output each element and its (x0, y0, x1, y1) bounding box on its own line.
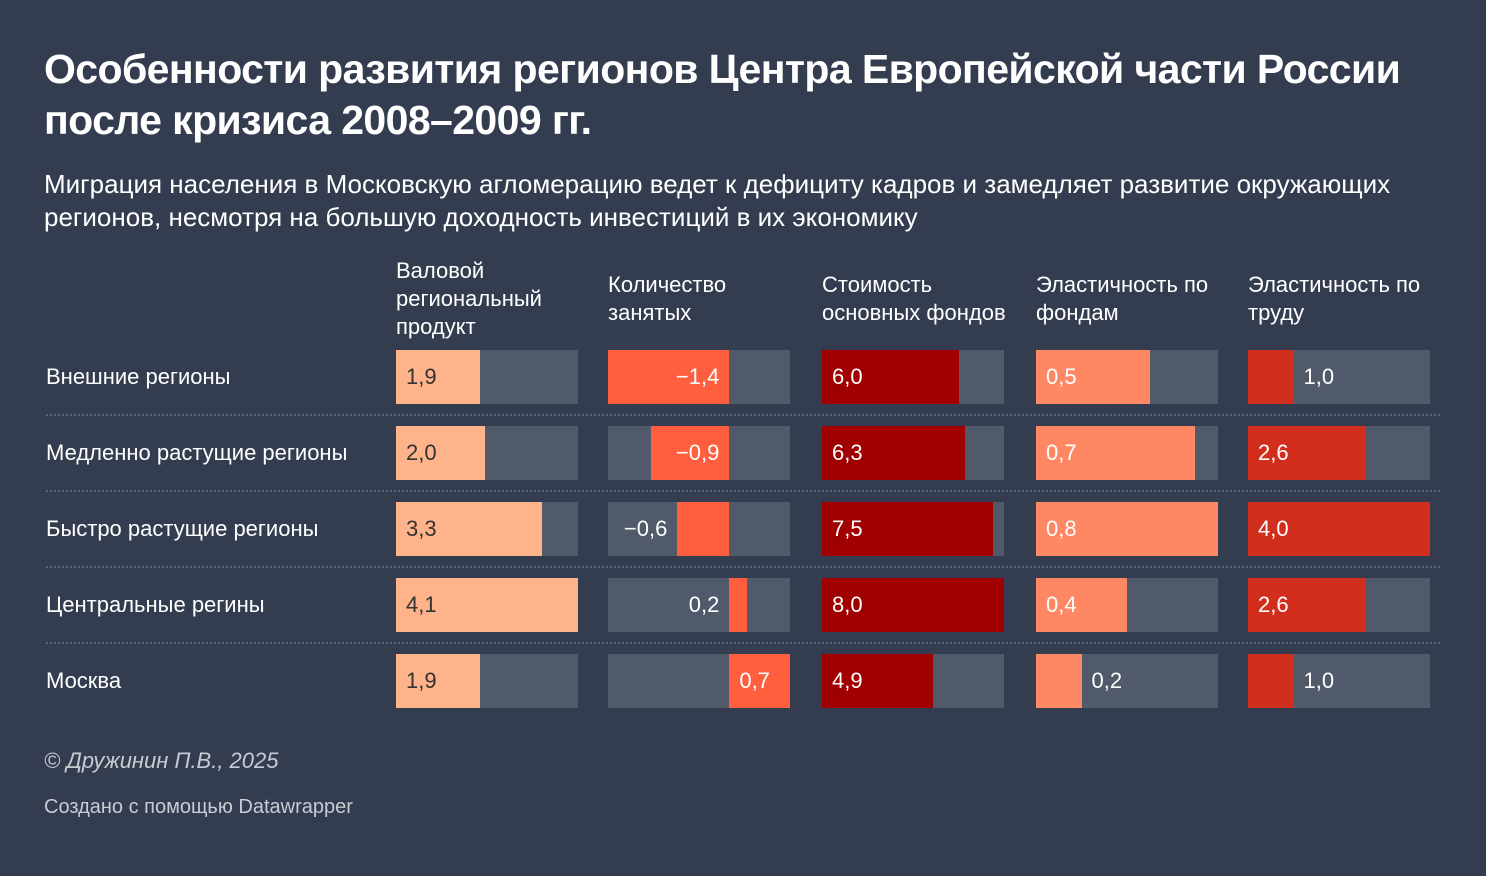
value-label: 4,1 (406, 592, 437, 617)
column-header: Эластичность по труду (1248, 254, 1438, 344)
chart-subtitle: Миграция населения в Московскую агломера… (44, 169, 1391, 232)
value-label: 1,0 (1303, 668, 1335, 693)
row-label: Внешние регионы (46, 364, 231, 389)
column-header-label: Валовой региональный продукт (396, 258, 542, 339)
bar (651, 426, 730, 480)
bar (1036, 654, 1082, 708)
value-label: −0,6 (623, 516, 668, 541)
value-label: 7,5 (832, 516, 863, 541)
value-label: −0,9 (675, 440, 720, 465)
made-with-datawrapper: Создано с помощью Datawrapper (44, 796, 353, 818)
bar (1036, 350, 1150, 404)
value-label: 0,4 (1046, 592, 1077, 617)
bar (677, 502, 730, 556)
value-label: 0,7 (1046, 440, 1077, 465)
bar (1248, 654, 1294, 708)
row-separator (46, 566, 1440, 568)
bar (396, 502, 543, 556)
bar (1036, 578, 1127, 632)
value-label: 4,0 (1258, 516, 1289, 541)
bar (822, 350, 959, 404)
value-label: 2,6 (1258, 592, 1289, 617)
bar (1036, 426, 1196, 480)
bar (822, 502, 993, 556)
column-header-label: Эластичность по труду (1248, 272, 1421, 325)
bar (822, 654, 934, 708)
bar (822, 578, 1004, 632)
value-label: 1,9 (406, 668, 437, 693)
value-label: 0,2 (1091, 668, 1123, 693)
value-label: −1,4 (675, 364, 720, 389)
value-label: 2,6 (1258, 440, 1289, 465)
bar (396, 350, 481, 404)
value-label: 2,0 (406, 440, 437, 465)
column-header: Эластичность по фондам (1036, 254, 1226, 344)
row-label: Медленно растущие регионы (46, 440, 348, 465)
bar (729, 654, 790, 708)
value-label: 6,3 (832, 440, 863, 465)
value-label: 6,0 (832, 364, 863, 389)
row-label: Быстро растущие регионы (46, 516, 319, 541)
row-label: Центральные регины (46, 592, 265, 617)
row-separator (46, 490, 1440, 492)
bar (1248, 578, 1367, 632)
chart-title: Особенности развития регионов Центра Евр… (44, 46, 1401, 143)
row-separator (46, 414, 1440, 416)
value-label: 4,9 (832, 668, 863, 693)
value-label: 1,9 (406, 364, 437, 389)
value-label: 0,8 (1046, 516, 1077, 541)
row-separator (46, 642, 1440, 644)
column-header: Валовой региональный продукт (396, 254, 586, 344)
bar (396, 426, 485, 480)
value-label: 3,3 (406, 516, 437, 541)
value-label: 1,0 (1303, 364, 1335, 389)
column-header-label: Количество занятых (608, 272, 727, 325)
bar (396, 578, 578, 632)
column-header: Количество занятых (608, 254, 798, 344)
bar (1248, 426, 1367, 480)
value-label: 0,2 (688, 592, 720, 617)
value-label: 8,0 (832, 592, 863, 617)
column-header: Стоимость основных фондов (822, 254, 1012, 344)
value-label: 0,5 (1046, 364, 1077, 389)
bar (822, 426, 966, 480)
row-label: Москва (46, 668, 122, 693)
bar (1036, 502, 1218, 556)
column-header-label: Стоимость основных фондов (822, 272, 1006, 325)
value-label: 0,7 (739, 668, 770, 693)
bar (1248, 350, 1294, 404)
bar (608, 350, 730, 404)
author-credit: © Дружинин П.В., 2025 (44, 748, 279, 773)
bar (396, 654, 481, 708)
bar (729, 578, 747, 632)
bar-track (608, 578, 790, 632)
bar (1248, 502, 1430, 556)
column-header-label: Эластичность по фондам (1036, 272, 1209, 325)
